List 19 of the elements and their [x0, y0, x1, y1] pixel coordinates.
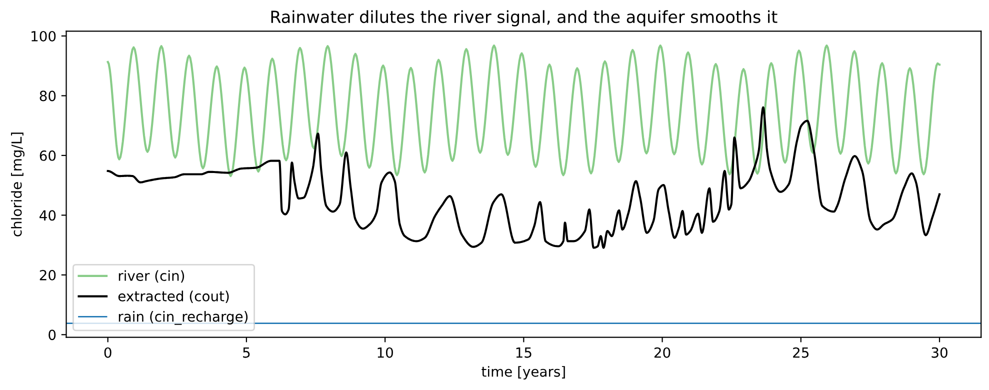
- legend-label: extracted (cout): [118, 290, 229, 304]
- y-tick-label: 80: [40, 90, 56, 102]
- y-tick-label: 0: [48, 330, 56, 340]
- legend-label: rain (cin_recharge): [118, 311, 248, 325]
- x-tick-label: 30: [932, 347, 948, 358]
- x-tick-label: 5: [243, 348, 250, 358]
- x-tick-label: 10: [378, 347, 393, 358]
- x-tick-label: 0: [104, 347, 112, 358]
- y-tick-label: 40: [40, 210, 56, 221]
- x-tick-label: 25: [793, 347, 809, 358]
- x-tick-label: 15: [516, 348, 532, 358]
- y-tick-label: 20: [40, 270, 56, 280]
- chart-title: Rainwater dilutes the river signal, and the aquifer smooths it: [271, 10, 778, 26]
- legend-label: river (cin): [118, 270, 184, 283]
- y-tick-label: 100: [32, 30, 56, 42]
- y-axis-title: chloride [mg/L]: [11, 132, 24, 236]
- x-axis-title: time [years]: [482, 366, 565, 380]
- y-tick-label: 60: [40, 150, 56, 161]
- x-tick-label: 20: [654, 347, 670, 358]
